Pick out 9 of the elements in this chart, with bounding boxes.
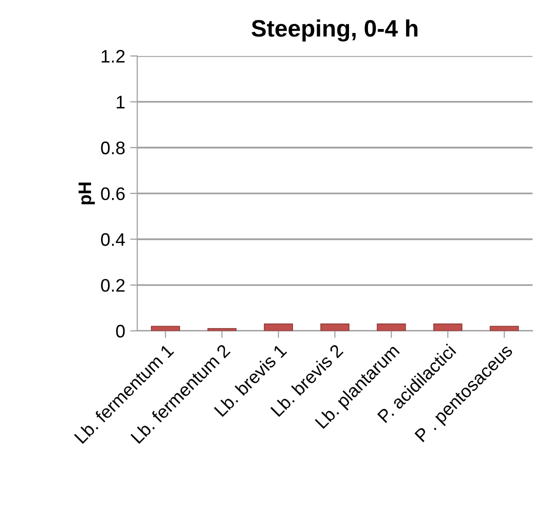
y-tick-label: 0.8 (101, 142, 125, 154)
y-tick-label: 0.2 (101, 278, 125, 292)
y-tick-label: 0 (116, 324, 125, 338)
y-tick-label: 0.4 (101, 233, 125, 246)
y-tick-label: 1 (116, 96, 125, 108)
y-tick-label: 1.2 (102, 50, 125, 63)
y-axis-title: pH (78, 182, 95, 204)
y-tick-label: 0.6 (101, 187, 125, 200)
chart-title: Steeping, 0-4 h (252, 19, 418, 42)
